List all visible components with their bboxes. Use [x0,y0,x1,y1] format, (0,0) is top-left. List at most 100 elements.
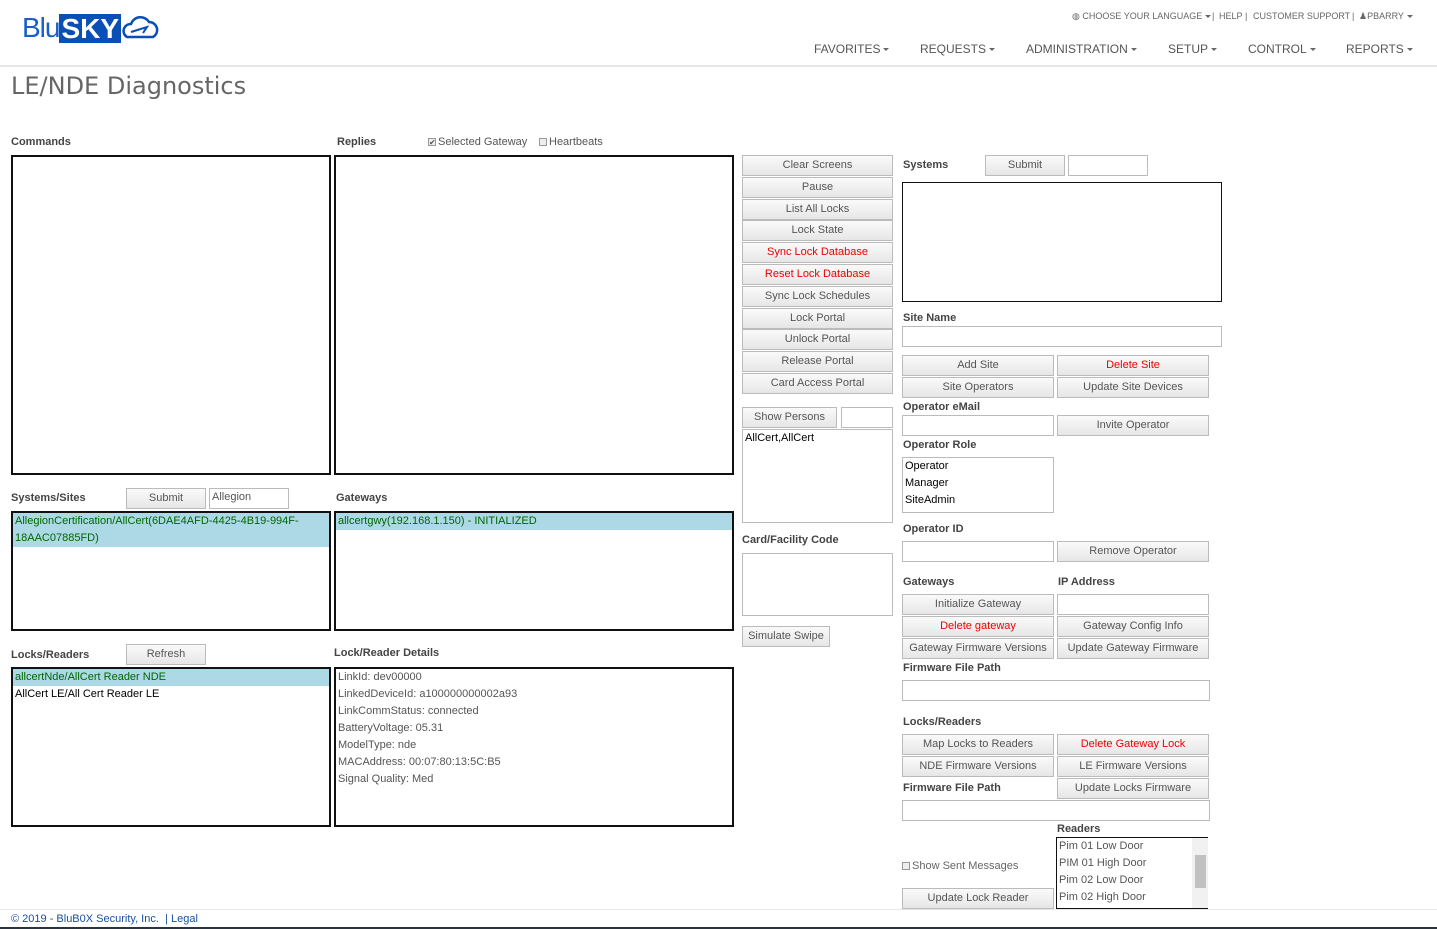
simulate-swipe-button[interactable]: Simulate Swipe [742,626,830,647]
header-divider [0,65,1437,67]
delete-gateway-button[interactable]: Delete gateway [902,616,1054,637]
delete-site-button[interactable]: Delete Site [1057,355,1209,376]
persons-list[interactable]: AllCert,AllCert [742,429,893,523]
operator-email-input[interactable] [902,415,1054,436]
systems-submit-button[interactable]: Submit [126,488,206,509]
heartbeats-checkbox[interactable]: Heartbeats [539,136,603,148]
operator-role-label: Operator Role [903,439,977,451]
command-button[interactable]: Sync Lock Database [742,242,893,264]
firmware-path2-label: Firmware File Path [903,782,1001,794]
role-option[interactable]: Manager [905,477,949,489]
systems-filter-input[interactable]: Allegion [209,488,289,509]
list-item[interactable]: Pim 02 High Door [1059,891,1146,903]
replies-box[interactable] [334,155,734,475]
list-item[interactable]: allcertNde/AllCert Reader NDE [13,669,329,686]
detail-line: LinkCommStatus: connected [338,705,479,717]
systems-sites-label: Systems/Sites [11,492,86,504]
command-button[interactable]: Clear Screens [742,155,893,176]
list-item[interactable]: AllegionCertification/AllCert(6DAE4AFD-4… [13,513,329,547]
lock-details-label: Lock/Reader Details [334,647,440,659]
footer: © 2019 - BluB0X Security, Inc. | Legal [0,909,1437,929]
list-item[interactable]: AllCert,AllCert [745,432,815,444]
nav-favorites[interactable]: FAVORITES [814,42,890,56]
readers-label: Readers [1057,823,1101,835]
command-button[interactable]: Lock Portal [742,307,893,329]
list-item[interactable]: Pim 02 Low Door [1059,874,1144,886]
page-title: LE/NDE Diagnostics [11,72,247,100]
logo-blu: Blu [22,12,60,43]
add-site-button[interactable]: Add Site [902,355,1054,376]
readers-list[interactable]: Pim 01 Low Door PIM 01 High Door Pim 02 … [1056,837,1208,909]
systems-label: Systems [903,159,949,171]
initialize-gateway-button[interactable]: Initialize Gateway [902,594,1054,615]
language-menu[interactable]: ◍ CHOOSE YOUR LANGUAGE [1072,11,1212,22]
bottom-bar [0,927,1437,929]
user-icon: ♟ [1359,11,1368,21]
command-button[interactable]: Card Access Portal [742,373,893,394]
command-button[interactable]: Sync Lock Schedules [742,285,893,307]
ip-address-input[interactable] [1057,594,1209,615]
list-item[interactable]: AllCert LE/All Cert Reader LE [15,688,160,700]
map-locks-button[interactable]: Map Locks to Readers [902,734,1054,755]
copyright: © 2019 - BluB0X Security, Inc. [11,913,159,925]
site-operators-button[interactable]: Site Operators [902,377,1054,398]
update-lock-reader-button[interactable]: Update Lock Reader [902,888,1054,909]
card-facility-input[interactable] [742,553,893,616]
command-button[interactable]: Unlock Portal [742,329,893,351]
update-gateway-firmware-button[interactable]: Update Gateway Firmware [1057,638,1209,659]
refresh-button[interactable]: Refresh [126,644,206,665]
nde-firmware-button[interactable]: NDE Firmware Versions [902,756,1054,777]
nav-control[interactable]: CONTROL [1248,42,1316,56]
systems-input[interactable] [1068,155,1148,176]
delete-gateway-lock-button[interactable]: Delete Gateway Lock [1057,734,1209,755]
command-button[interactable]: Release Portal [742,351,893,373]
list-item[interactable]: PIM 01 High Door [1059,857,1147,869]
role-option[interactable]: SiteAdmin [905,494,956,506]
detail-line: LinkedDeviceId: a100000000002a93 [338,688,518,700]
update-locks-firmware-button[interactable]: Update Locks Firmware [1057,778,1209,799]
site-name-input[interactable] [902,326,1222,347]
replies-label: Replies [337,136,377,148]
legal-link[interactable]: Legal [171,913,198,925]
help-link[interactable]: HELP [1219,11,1243,21]
nav-reports[interactable]: REPORTS [1346,42,1413,56]
logo[interactable]: Blu SKY [22,12,161,43]
le-firmware-button[interactable]: LE Firmware Versions [1057,756,1209,777]
systems-list[interactable] [902,182,1222,302]
update-site-devices-button[interactable]: Update Site Devices [1057,377,1209,398]
scrollbar-thumb[interactable] [1195,855,1206,888]
invite-operator-button[interactable]: Invite Operator [1057,415,1209,436]
gateways-list[interactable]: allcertgwy(192.168.1.150) - INITIALIZED [334,511,734,631]
command-button[interactable]: Pause [742,176,893,198]
list-item[interactable]: allcertgwy(192.168.1.150) - INITIALIZED [336,513,732,530]
nav-administration[interactable]: ADMINISTRATION [1026,42,1137,56]
readers-scrollbar[interactable] [1192,838,1208,908]
command-button[interactable]: List All Locks [742,198,893,220]
systems-sites-list[interactable]: AllegionCertification/AllCert(6DAE4AFD-4… [11,511,331,631]
commands-box[interactable] [11,155,331,475]
ip-address-label: IP Address [1058,576,1115,588]
list-item[interactable]: Pim 01 Low Door [1059,840,1144,852]
show-sent-messages-checkbox[interactable]: Show Sent Messages [902,860,1018,872]
operator-id-input[interactable] [902,541,1054,562]
gateway-firmware-versions-button[interactable]: Gateway Firmware Versions [902,638,1054,659]
locks-readers-list[interactable]: allcertNde/AllCert Reader NDE AllCert LE… [11,667,331,827]
user-menu[interactable]: ♟PBARRY [1359,11,1413,22]
show-persons-input[interactable] [841,407,893,428]
nav-requests[interactable]: REQUESTS [920,42,996,56]
role-option[interactable]: Operator [905,460,949,472]
selected-gateway-checkbox[interactable]: ✔ Selected Gateway [428,136,528,148]
gateway-config-button[interactable]: Gateway Config Info [1057,616,1209,637]
detail-line: BatteryVoltage: 05.31 [338,722,444,734]
operator-role-list[interactable]: Operator Manager SiteAdmin [902,457,1054,513]
systems-submit-right[interactable]: Submit [985,155,1065,176]
customer-support-link[interactable]: CUSTOMER SUPPORT [1253,11,1351,21]
command-button[interactable]: Reset Lock Database [742,264,893,285]
nav-setup[interactable]: SETUP [1168,42,1218,56]
show-persons-button[interactable]: Show Persons [742,407,837,428]
remove-operator-button[interactable]: Remove Operator [1057,541,1209,562]
site-name-label: Site Name [903,312,957,324]
firmware-path-input[interactable] [902,680,1210,701]
firmware-path2-input[interactable] [902,800,1210,821]
command-button[interactable]: Lock State [742,220,893,242]
